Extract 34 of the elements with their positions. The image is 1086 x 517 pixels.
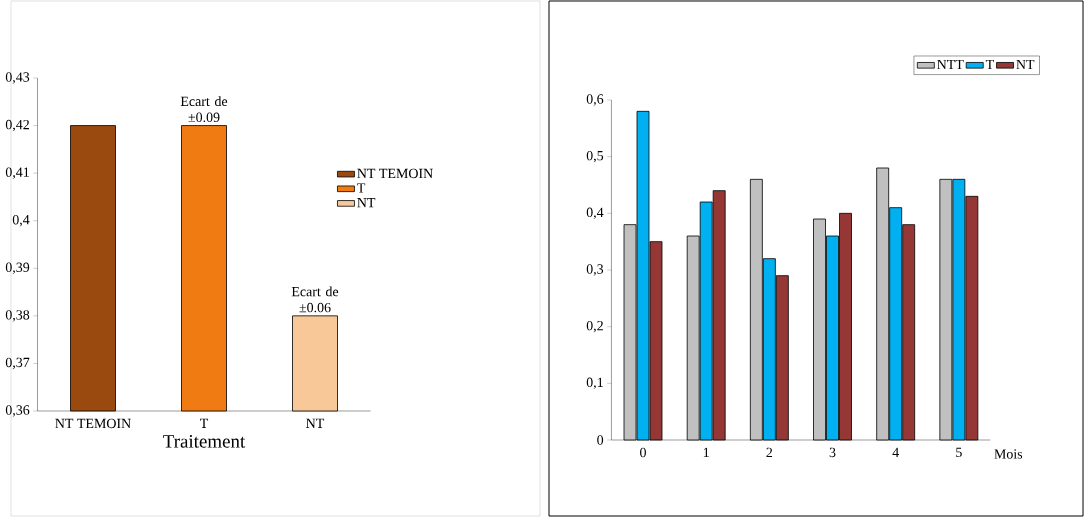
y-tick-label: 0,37 — [5, 357, 30, 370]
y-tick-label: 0,36 — [5, 405, 30, 417]
y-tick-label: 0,39 — [5, 262, 30, 274]
x-tick-label: NT TEMOIN — [55, 418, 131, 429]
x-tick-label: 4 — [892, 447, 899, 457]
annotation: Ecart de ±0.06 — [291, 286, 339, 313]
x-axis-title: Traitement — [163, 434, 246, 448]
x-tick-label: T — [199, 418, 209, 428]
annotation: Ecart de ±0.09 — [180, 96, 228, 123]
y-tick-label: 0,6 — [586, 94, 604, 106]
x-tick-label: NT — [306, 418, 325, 428]
legend-label: T — [357, 183, 366, 193]
y-tick-label: 0,4 — [12, 215, 30, 227]
y-tick-label: 0,42 — [5, 119, 29, 132]
y-tick-label: 0,5 — [586, 150, 604, 163]
x-tick-label: 3 — [829, 447, 836, 458]
y-tick-label: 0,1 — [586, 377, 603, 390]
x-tick-label: 5 — [956, 447, 962, 458]
y-tick-label: 0,3 — [586, 264, 604, 276]
y-tick-label: 0 — [597, 435, 604, 445]
y-tick-label: 0,43 — [5, 72, 30, 84]
y-tick-label: 0,4 — [586, 207, 604, 220]
x-tick-label: 1 — [703, 447, 709, 457]
legend-label: NT — [357, 198, 376, 208]
legend-label: T — [985, 59, 994, 70]
x-tick-label: 0 — [640, 447, 646, 458]
y-tick-label: 0,38 — [5, 310, 30, 322]
x-axis-title: Mois — [994, 449, 1023, 459]
legend-label: NTT — [937, 59, 964, 70]
legend-label: NT — [1016, 59, 1035, 70]
y-tick-label: 0,2 — [586, 320, 603, 333]
x-tick-label: 2 — [766, 447, 773, 458]
legend-label: NT TEMOIN — [357, 168, 433, 179]
y-tick-label: 0,41 — [5, 167, 29, 179]
